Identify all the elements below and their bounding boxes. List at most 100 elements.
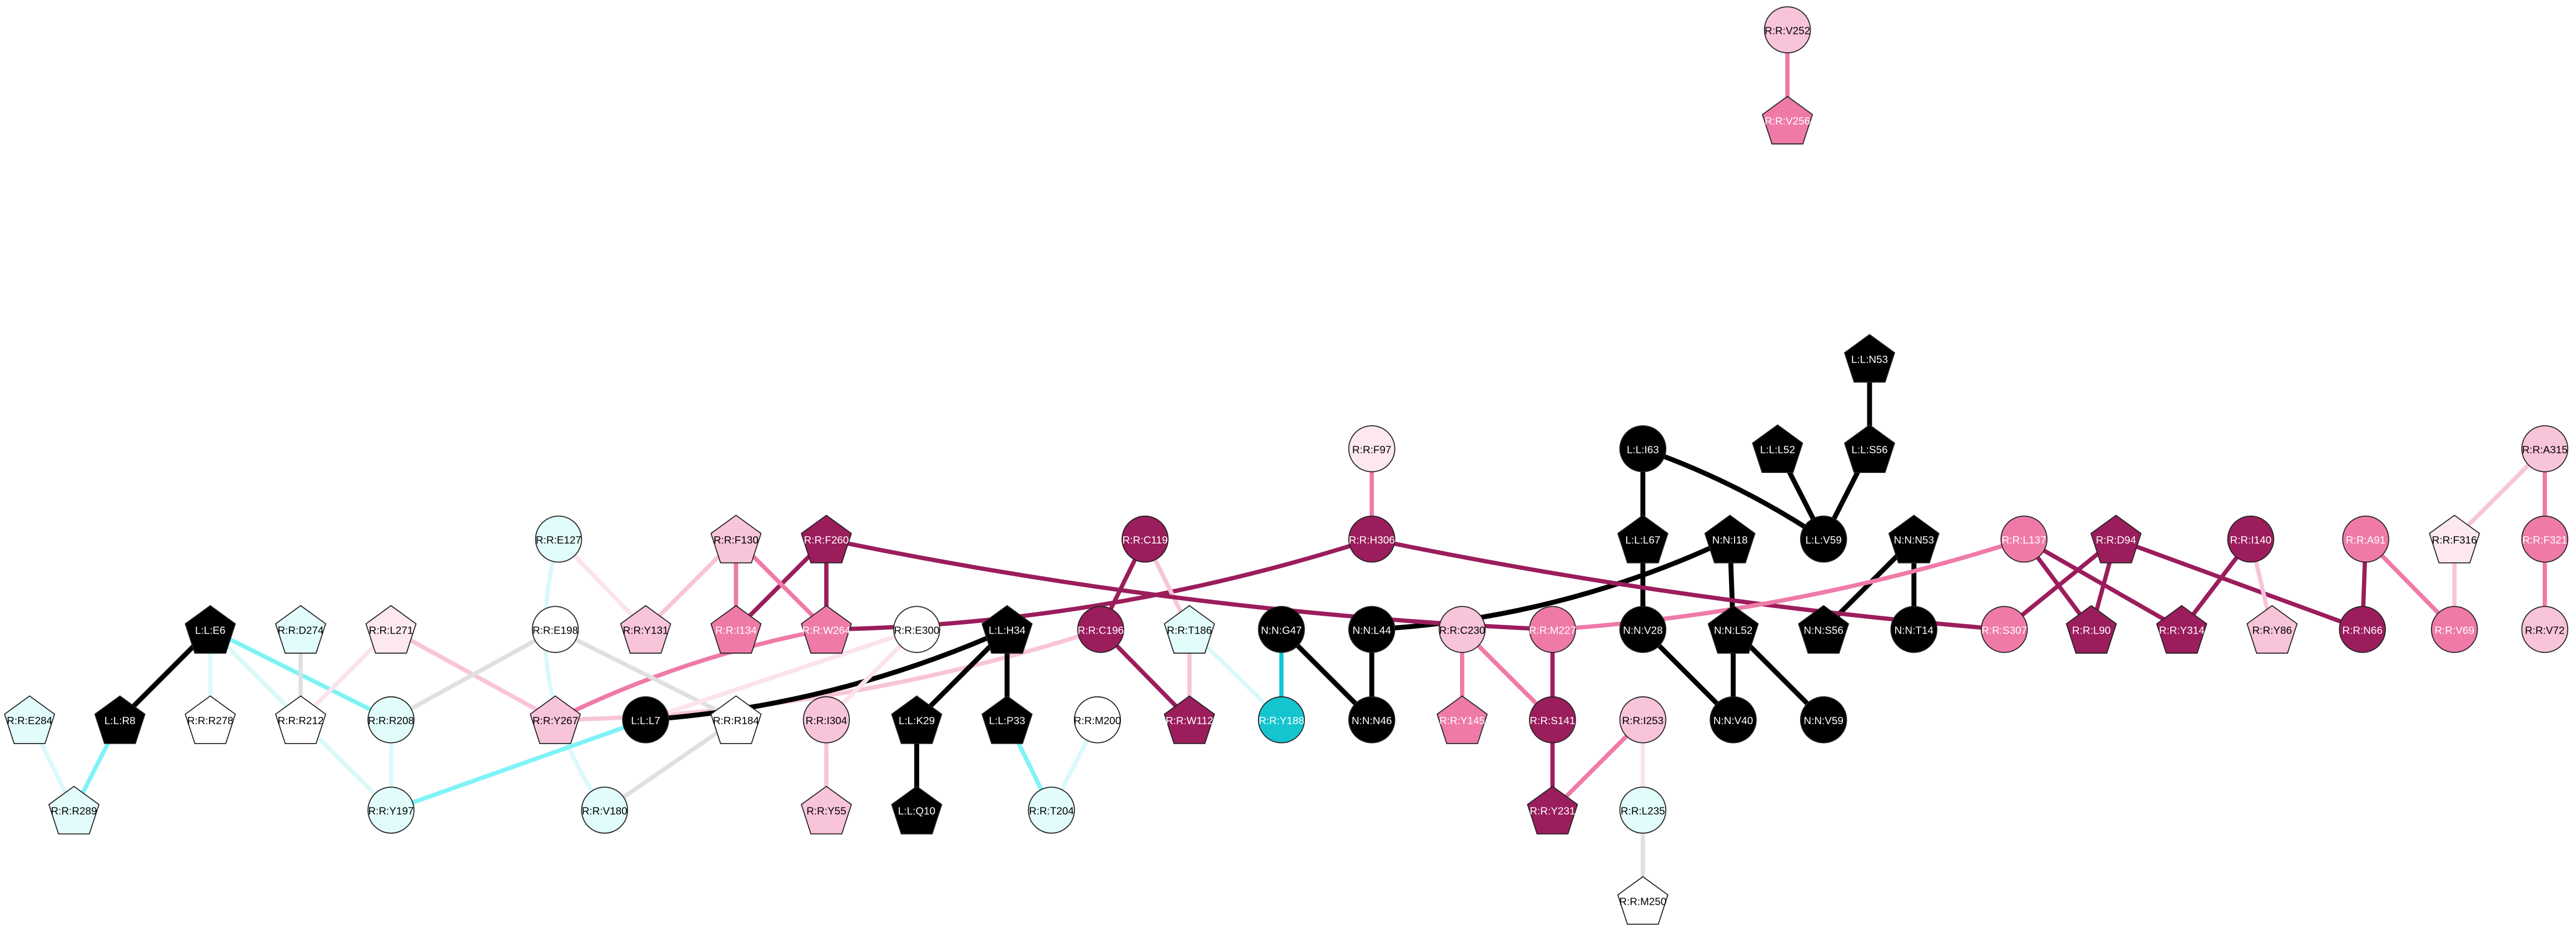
edge [1369, 536, 1733, 632]
node-pentagon [1843, 333, 1895, 383]
node: L:L:L67 [1617, 515, 1669, 564]
node-label: L:L:R8 [104, 715, 136, 727]
node-label: L:L:P33 [989, 715, 1025, 727]
node-label: L:L:I63 [1627, 444, 1659, 456]
node: R:R:L90 [2065, 605, 2117, 654]
node-label: R:R:M200 [1074, 715, 1121, 727]
node: R:R:F260 [800, 515, 852, 564]
node: R:R:Y314 [2156, 605, 2208, 654]
node: R:R:V180 [581, 786, 629, 834]
node: R:R:R184 [710, 695, 762, 744]
node-label: R:R:R212 [277, 715, 323, 727]
node-pentagon [620, 605, 671, 654]
node: N:N:S56 [1798, 605, 1850, 654]
node: L:L:L52 [1752, 424, 1803, 474]
node-label: R:R:C230 [1439, 625, 1485, 637]
node: L:L:I63 [1619, 425, 1667, 472]
node-circle [1619, 606, 1667, 653]
node: R:R:F97 [1348, 425, 1396, 472]
node-circle [1258, 606, 1305, 653]
node-label: R:R:R208 [368, 715, 414, 727]
node-label: R:R:W264 [802, 625, 850, 637]
node-label: R:R:S141 [1529, 715, 1575, 727]
node-label: R:R:Y314 [2159, 625, 2205, 637]
node-circle [1529, 696, 1576, 744]
node: R:R:S307 [1981, 606, 2028, 653]
node-pentagon [2156, 605, 2208, 654]
node: R:R:Y188 [1258, 696, 1305, 744]
node-label: N:N:N53 [1894, 535, 1934, 546]
node: R:R:T186 [1164, 605, 1215, 654]
node-circle [1619, 786, 1667, 834]
node: R:R:M227 [1529, 606, 1576, 653]
node: R:R:I140 [2227, 515, 2274, 563]
edge [1640, 446, 1826, 542]
node: L:L:Q10 [891, 785, 943, 835]
node-circle [2521, 515, 2569, 563]
node-label: R:R:E300 [894, 625, 939, 637]
node-label: L:L:L52 [1760, 444, 1795, 456]
node-label: R:R:T204 [1029, 806, 1074, 818]
node: R:R:C196 [1077, 606, 1124, 653]
node-label: N:N:V40 [1713, 715, 1753, 727]
node: N:N:G47 [1258, 606, 1305, 653]
node-pentagon [710, 515, 762, 564]
node: L:L:S56 [1843, 424, 1895, 474]
edge [643, 627, 1010, 722]
node: R:R:V252 [1763, 6, 1811, 53]
node: R:R:R278 [185, 695, 236, 744]
node-circle [531, 606, 579, 653]
node-circle [1800, 696, 1847, 744]
node: L:L:N53 [1843, 333, 1895, 383]
node-circle [581, 786, 629, 834]
node-pentagon [48, 785, 100, 835]
node: R:R:L235 [1619, 786, 1667, 834]
node-label: R:R:V256 [1765, 116, 1810, 127]
node: L:L:V59 [1800, 515, 1847, 563]
node-pentagon [365, 605, 417, 654]
node-pentagon [1707, 605, 1759, 654]
node-label: R:R:D274 [277, 625, 323, 637]
node-pentagon [1762, 96, 1813, 144]
node-pentagon [185, 695, 236, 744]
node-circle [803, 696, 850, 744]
node: R:R:E284 [4, 695, 56, 744]
node-label: R:R:I134 [715, 625, 757, 637]
node-pentagon [2090, 515, 2142, 564]
node-label: R:R:V72 [2525, 625, 2564, 637]
node-pentagon [710, 695, 762, 744]
node-label: R:R:Y145 [1439, 715, 1485, 727]
node-label: R:R:A91 [2346, 535, 2385, 546]
node-circle [893, 606, 940, 653]
node-label: L:L:E6 [195, 625, 226, 637]
node-label: N:N:L52 [1714, 625, 1752, 637]
node-label: R:R:M250 [1619, 896, 1666, 908]
node-pentagon [800, 515, 852, 564]
node: R:R:Y231 [1527, 785, 1578, 835]
edge [542, 537, 607, 813]
node-pentagon [2065, 605, 2117, 654]
node-pentagon [891, 695, 943, 744]
node-label: N:N:L44 [1353, 625, 1391, 637]
node: R:R:L271 [365, 605, 417, 654]
node-pentagon [1617, 876, 1669, 925]
node-pentagon [1617, 515, 1669, 564]
node-label: R:R:M227 [1529, 625, 1576, 637]
node-circle [535, 515, 582, 563]
node-circle [1619, 425, 1667, 472]
node-pentagon [981, 695, 1033, 744]
node-label: R:R:T186 [1167, 625, 1212, 637]
node-circle [1348, 606, 1396, 653]
node-pentagon [891, 785, 943, 835]
node-label: N:N:V59 [1803, 715, 1843, 727]
node-label: R:R:F130 [714, 535, 759, 546]
node: N:N:V40 [1710, 696, 1757, 744]
node: R:R:M200 [1074, 696, 1121, 744]
node-circle [1763, 6, 1811, 53]
node-pentagon [94, 695, 146, 744]
node-pentagon [800, 785, 852, 835]
node: R:R:V72 [2521, 606, 2569, 653]
node-label: L:L:L67 [1625, 535, 1660, 546]
node: R:R:Y267 [530, 695, 581, 744]
